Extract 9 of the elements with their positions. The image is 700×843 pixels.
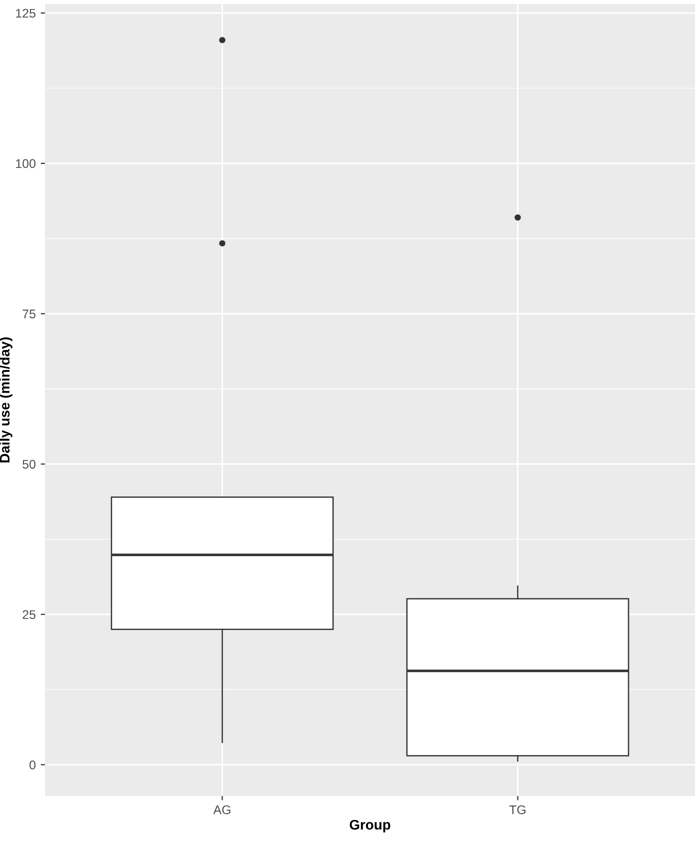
x-tick-label: TG xyxy=(509,805,526,814)
x-axis-title: Group xyxy=(350,820,390,832)
y-tick-label: 75 xyxy=(22,310,36,318)
y-tick-label: 0 xyxy=(30,760,36,770)
y-tick-label: 125 xyxy=(16,8,36,18)
y-tick-label: 100 xyxy=(16,159,36,168)
y-tick-label: 50 xyxy=(22,460,36,469)
y-tick-label: 25 xyxy=(22,610,36,620)
x-tick-label: AG xyxy=(213,805,230,814)
